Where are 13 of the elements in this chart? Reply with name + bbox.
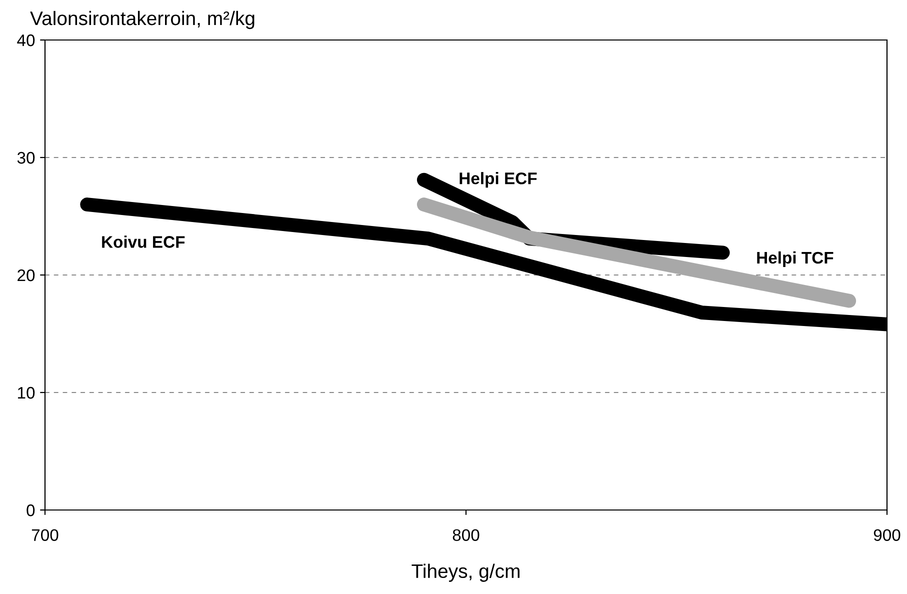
series-label: Helpi ECF	[460, 172, 537, 188]
y-tick-label: 10	[18, 386, 35, 399]
x-tick-label: 900	[874, 529, 900, 541]
series-label: Koivu ECF	[102, 236, 185, 248]
y-tick-label: 30	[17, 152, 35, 164]
x-tick-label: 800	[452, 529, 480, 541]
y-axis-title: Valonsirontakerroin, m²/kg	[30, 10, 254, 30]
y-tick-label: 40	[17, 34, 35, 46]
y-tick-label: 0	[26, 504, 35, 516]
x-axis-title: Tiheys, g/cm	[412, 564, 520, 582]
series-label: Helpi TCF	[757, 251, 834, 267]
x-tick-label: 700	[32, 529, 58, 541]
y-tick-label: 20	[18, 269, 35, 282]
